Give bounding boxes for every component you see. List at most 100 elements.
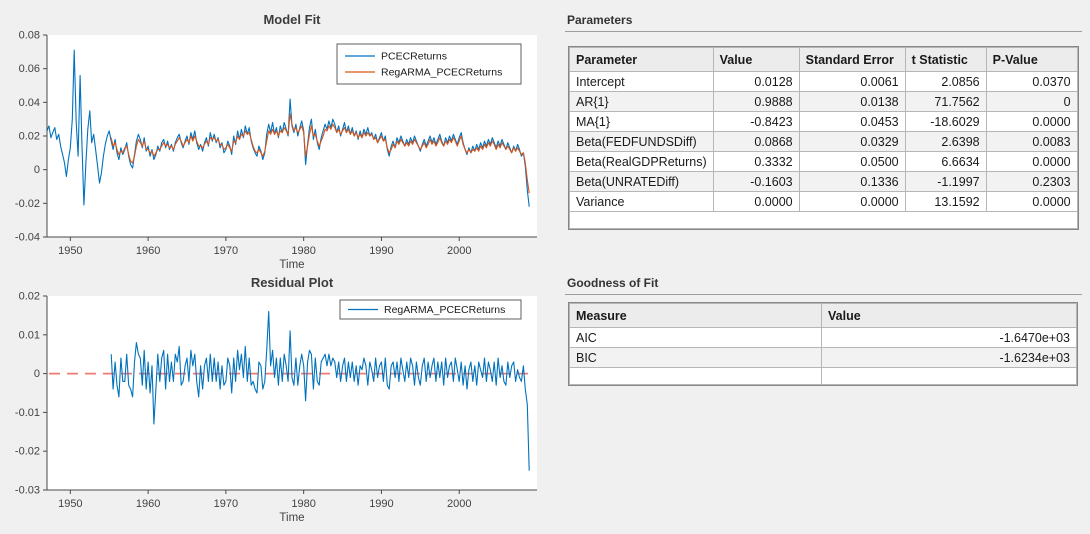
table-cell[interactable]: -1.6470e+03 [821,327,1077,348]
table-row: Variance 0.0000 0.0000 13.1592 0.0000 [569,191,1078,212]
chart-title: Residual Plot [251,275,334,290]
table-cell[interactable]: 0.0370 [985,71,1078,92]
empty-cell [569,211,1078,229]
legend-entry-label: RegARMA_PCECReturns [384,304,505,316]
x-axis-tick-label: 1970 [214,498,238,510]
table-cell[interactable]: AR{1} [569,91,714,112]
table-cell[interactable]: 0.0000 [985,111,1078,132]
table-cell[interactable]: MA{1} [569,111,714,132]
legend-box [339,299,522,320]
x-axis-tick-label: 2000 [447,498,471,510]
empty-cell [821,367,1077,385]
table-cell[interactable]: 0.0000 [985,191,1078,212]
table-row: AIC -1.6470e+03 [569,327,1077,348]
table-row: Beta(FEDFUNDSDiff) 0.0868 0.0329 2.6398 0.00… [569,131,1078,152]
x-axis-tick-label: 2000 [447,245,471,257]
x-axis-tick-label: 1990 [369,245,393,257]
table-cell[interactable]: 0.0138 [798,91,906,112]
table-cell[interactable]: 0.0500 [798,151,906,172]
table-cell[interactable]: 0.0000 [985,151,1078,172]
table-cell[interactable]: 2.0856 [904,71,987,92]
table-cell[interactable]: 0.0453 [798,111,906,132]
table-cell[interactable]: BIC [569,347,822,368]
column-header: Parameter [569,47,714,72]
legend-box [336,43,522,85]
time-axis-label: Time [279,512,304,524]
y-axis-tick-label: 0.01 [19,329,40,341]
table-header-row: Parameter Value Standard Error t Statistic P… [569,47,1078,72]
goodness-of-fit-table: Measure Value AIC -1.6470e+03 BIC -1.6234e+03 [569,303,1077,385]
x-axis-tick-label: 1970 [214,245,238,257]
table-cell[interactable]: 0.3332 [712,151,800,172]
table-cell[interactable]: 0.0000 [712,191,800,212]
parameters-heading: Parameters [567,13,633,27]
column-header: P-Value [985,47,1078,72]
goodness-of-fit-heading: Goodness of Fit [567,276,659,290]
table-cell[interactable]: 0 [985,91,1078,112]
table-cell[interactable]: Beta(UNRATEDiff) [569,171,714,192]
table-cell[interactable]: -0.1603 [712,171,800,192]
results-panel: Parameters Parameter Value Standard Error t… [565,0,1083,534]
x-axis-tick-label: 1990 [369,498,393,510]
y-axis-tick-label: -0.01 [15,407,40,419]
column-header: Measure [569,303,822,328]
table-cell[interactable]: -1.1997 [904,171,987,192]
table-cell[interactable]: 71.7562 [904,91,987,112]
table-cell[interactable]: 2.6398 [904,131,987,152]
table-cell[interactable]: 0.0868 [712,131,800,152]
y-axis-tick-label: 0.04 [19,97,40,109]
x-axis-tick-label: 1980 [291,498,315,510]
x-axis-tick-label: 1960 [136,245,160,257]
table-cell[interactable]: AIC [569,327,822,348]
y-axis-tick-label: -0.04 [15,232,40,244]
table-cell[interactable]: Beta(RealGDPReturns) [569,151,714,172]
table-row: MA{1} -0.8423 0.0453 -18.6029 0.0000 [569,111,1078,132]
table-cell[interactable]: 0.0329 [798,131,906,152]
table-cell[interactable]: -1.6234e+03 [821,347,1077,368]
goodness-of-fit-table-wrap: Measure Value AIC -1.6470e+03 BIC -1.6234e+03 [568,302,1078,386]
table-row: Intercept 0.0128 0.0061 2.0856 0.0370 [569,71,1078,92]
empty-row [569,367,1077,385]
empty-row [569,211,1078,229]
x-axis-tick-label: 1950 [58,498,82,510]
table-row: Beta(UNRATEDiff) -0.1603 0.1336 -1.1997 0.23… [569,171,1078,192]
series-line [110,310,530,471]
table-cell[interactable]: 0.1336 [798,171,906,192]
table-cell[interactable]: 0.0128 [712,71,800,92]
table-cell[interactable]: 13.1592 [904,191,987,212]
table-cell[interactable]: -18.6029 [904,111,987,132]
column-header: Value [821,303,1077,328]
plot-area [47,296,537,490]
y-axis-tick-label: -0.02 [15,446,40,458]
y-axis-tick-label: 0.08 [19,30,40,42]
table-cell[interactable]: 0.0061 [798,71,906,92]
table-cell[interactable]: Intercept [569,71,714,92]
y-axis-tick-label: 0 [34,164,40,176]
table-cell[interactable]: 0.0083 [985,131,1078,152]
x-axis-tick-label: 1950 [58,245,82,257]
empty-cell [569,367,822,385]
separator-rule [565,31,1082,32]
y-axis-tick-label: 0.02 [19,131,40,143]
y-axis-tick-label: -0.03 [15,485,40,497]
table-cell[interactable]: 0.0000 [798,191,906,212]
table-cell[interactable]: Variance [569,191,714,212]
table-cell[interactable]: 0.9888 [712,91,800,112]
parameters-table: Parameter Value Standard Error t Statistic P… [569,47,1078,229]
series-line [110,113,530,194]
legend-entry-label: PCECReturns [381,51,447,63]
table-cell[interactable]: 6.6634 [904,151,987,172]
y-axis-tick-label: 0 [34,368,40,380]
x-axis-tick-label: 1960 [136,498,160,510]
column-header: t Statistic [904,47,987,72]
table-cell[interactable]: 0.2303 [985,171,1078,192]
table-row: Beta(RealGDPReturns) 0.3332 0.0500 6.6634 0.… [569,151,1078,172]
separator-rule [565,294,1082,295]
y-axis-tick-label: -0.02 [15,198,40,210]
residual-plot-chart: Residual Plot -0.03 -0.02 -0.01 0 0.01 0.02 195… [15,275,537,524]
model-fit-chart: Model Fit -0.04 -0.02 0 0.02 0.04 0.06 0.08 1950… [15,12,537,270]
table-cell[interactable]: -0.8423 [712,111,800,132]
table-cell[interactable]: Beta(FEDFUNDSDiff) [569,131,714,152]
table-header-row: Measure Value [569,303,1077,328]
